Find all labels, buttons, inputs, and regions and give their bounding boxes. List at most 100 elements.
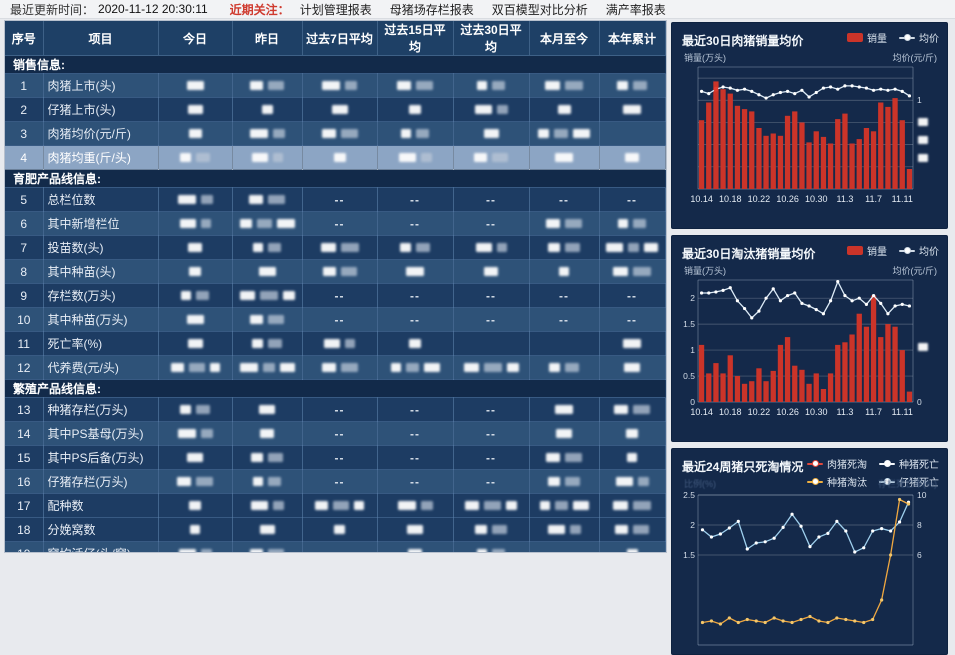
table-row[interactable]: 10 其中种苗(万头) -- -- -- -- -- (5, 307, 666, 332)
data-cell (302, 121, 378, 146)
table-row[interactable]: 6 其中新增栏位 -- -- -- (5, 211, 666, 236)
chart-legend: 肉猪死淘 种猪死亡 种猪淘汰 仔猪死亡 (807, 456, 939, 489)
redacted-value (534, 98, 595, 121)
line-point (714, 290, 718, 294)
redacted-value (307, 518, 373, 541)
redacted-block (253, 243, 263, 252)
table-row[interactable]: 8 其中种苗(头) (5, 259, 666, 284)
data-cell (377, 517, 454, 542)
table-row[interactable]: 17 配种数 (5, 493, 666, 518)
row-item-name: 其中种苗(万头) (43, 307, 159, 332)
report-table-container[interactable]: 序号 项目 今日 昨日 过去7日平均 过去15日平均 过去30日平均 本月至今 本年累计 销售信息… (4, 20, 667, 553)
table-row[interactable]: 2 仔猪上市(头) (5, 97, 666, 122)
line-point (836, 87, 840, 91)
redacted-block (416, 129, 429, 138)
table-row[interactable]: 4 肉猪均重(斤/头) (5, 145, 666, 170)
legend-line-icon (899, 34, 915, 41)
redacted-block (633, 267, 651, 276)
table-row[interactable]: 12 代养费(元/头) (5, 355, 666, 380)
table-row[interactable]: 3 肉猪均价(元/斤) (5, 121, 666, 146)
line-point (736, 620, 740, 625)
x-axis-tick: 11.3 (836, 407, 854, 417)
line-point (871, 529, 875, 533)
line-point (790, 620, 794, 625)
line-point (879, 301, 883, 305)
data-cell (599, 259, 666, 284)
y-axis-tick: 2 (690, 520, 695, 530)
sales-bar (784, 115, 791, 189)
line-point (844, 529, 848, 533)
redacted-value (163, 542, 228, 552)
focus-link-3[interactable]: 双百模型对比分析 (491, 2, 588, 17)
table-row[interactable]: 16 仔猪存栏(万头) -- -- -- (5, 469, 666, 494)
data-cell (529, 445, 600, 470)
legend-item-均价[interactable]: 均价 (899, 30, 939, 45)
sales-bar (842, 342, 848, 402)
table-row[interactable]: 19窝均活仔(头/窝) (5, 541, 666, 552)
x-axis-tick: 10.18 (718, 407, 742, 417)
table-row[interactable]: 18 分娩窝数 (5, 517, 666, 542)
no-data-dash: -- (486, 402, 496, 417)
redacted-value (163, 446, 228, 469)
table-row[interactable]: 9 存栏数(万头) -- -- -- -- -- (5, 283, 666, 308)
redacted-block (555, 153, 573, 162)
x-axis-tick: 10.22 (747, 194, 771, 204)
legend-item-均价[interactable]: 均价 (899, 243, 939, 258)
data-cell (529, 211, 600, 236)
table-row[interactable]: 14 其中PS基母(万头) -- -- -- (5, 421, 666, 446)
chart-plot (697, 66, 914, 190)
redacted-block (315, 501, 328, 510)
redacted-block (557, 105, 571, 114)
redacted-block (322, 267, 336, 276)
data-cell (377, 331, 454, 356)
table-row[interactable]: 5 总栏位数 -- -- -- -- -- (5, 187, 666, 212)
redacted-value (534, 236, 595, 259)
redacted-value (237, 446, 298, 469)
legend-item-销量[interactable]: 销量 (847, 243, 887, 258)
legend-item-销量[interactable]: 销量 (847, 30, 887, 45)
redacted-value (307, 74, 373, 97)
redacted-block (321, 363, 336, 372)
table-row[interactable]: 11 死亡率(%) (5, 331, 666, 356)
x-axis-tick: 10.30 (804, 194, 828, 204)
sales-bar (906, 391, 913, 402)
row-item-name: 肉猪均重(斤/头) (43, 145, 159, 170)
table-row[interactable]: 1 肉猪上市(头) (5, 73, 666, 98)
y-axis-tick: 0 (690, 397, 695, 407)
row-index: 19 (5, 541, 44, 552)
chart-panel-2: 最近30日淘汰猪销量均价 销量 均价 销量(万头) 均价(元/斤) 0 0.5 1 1.5 2 0 1… (671, 235, 948, 442)
redacted-block (333, 501, 349, 510)
redacted-block (178, 549, 196, 552)
legend-item-肉猪死淘[interactable]: 肉猪死淘 (807, 456, 867, 471)
no-data-dash: -- (334, 288, 345, 303)
focus-link-4[interactable]: 满产率报表 (605, 2, 666, 17)
legend-item-种猪淘汰[interactable]: 种猪淘汰 (807, 474, 867, 489)
legend-item-种猪死亡[interactable]: 种猪死亡 (879, 456, 939, 471)
legend-item-仔猪死亡[interactable]: 仔猪死亡 (879, 474, 939, 489)
line-point (718, 532, 722, 536)
line-point (817, 535, 821, 539)
data-cell (302, 73, 378, 98)
data-cell (377, 355, 454, 380)
focus-link-1[interactable]: 计划管理报表 (299, 2, 372, 17)
data-cell (232, 421, 303, 446)
redacted-block (555, 405, 573, 414)
data-cell (232, 187, 303, 212)
data-cell (158, 397, 233, 422)
data-cell: -- (377, 307, 454, 332)
focus-link-2[interactable]: 母猪场存栏报表 (389, 2, 474, 17)
line-point (700, 528, 705, 532)
redacted-value (237, 212, 298, 235)
data-cell (158, 493, 233, 518)
redacted-block (268, 453, 283, 462)
data-cell (377, 541, 454, 552)
table-row[interactable]: 13 种猪存栏(万头) -- -- -- (5, 397, 666, 422)
redacted-value (604, 398, 661, 421)
row-item-name: 死亡率(%) (43, 331, 159, 356)
table-row[interactable]: 15 其中PS后备(万头) -- -- -- (5, 445, 666, 470)
table-row[interactable]: 7 投苗数(头) (5, 235, 666, 260)
line-point (814, 90, 818, 95)
redacted-block (250, 81, 263, 90)
section-title: 销售信息: (5, 55, 665, 74)
redacted-block (565, 243, 580, 252)
